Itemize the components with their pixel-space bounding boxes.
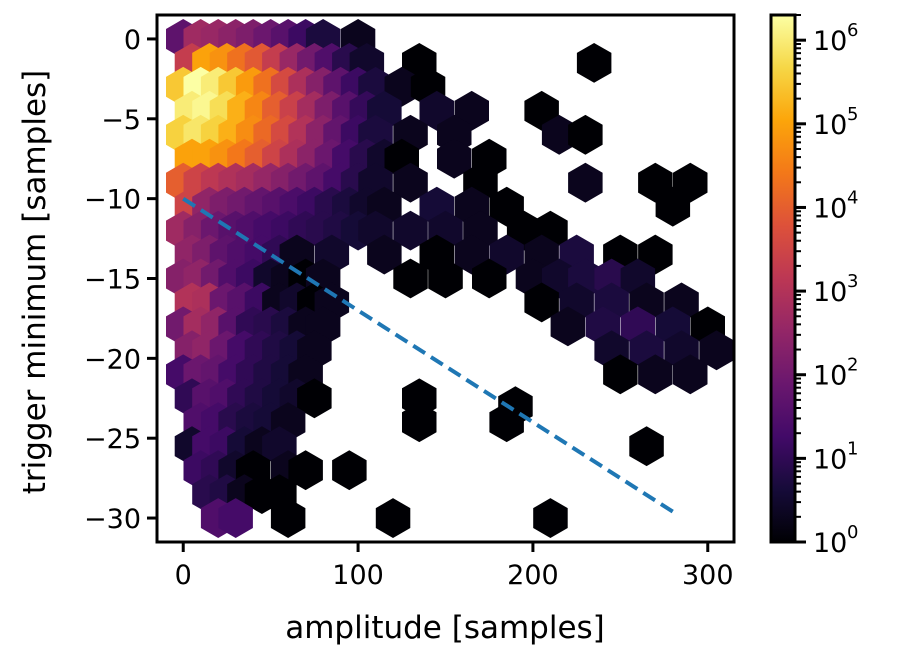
x-axis: 0 100 200 300 <box>175 542 734 591</box>
colorbar-tick-label: 10 <box>813 110 847 141</box>
hexbin-cell <box>550 306 586 347</box>
hexbin-cell <box>524 282 559 323</box>
x-axis-label: amplitude [samples] <box>285 610 605 646</box>
y-axis-label: trigger minimum [samples] <box>17 70 53 495</box>
x-tick-label: 100 <box>332 560 384 591</box>
colorbar-gradient <box>771 15 795 542</box>
hexbin-cell <box>393 258 428 299</box>
hexbin-cell <box>568 162 603 203</box>
colorbar-tick-exponent: 3 <box>847 271 858 292</box>
hexbin-cell <box>541 114 577 155</box>
y-tick-label: −5 <box>101 105 141 136</box>
colorbar-frame <box>769 13 797 544</box>
x-tick-label: 300 <box>682 560 734 591</box>
colorbar-tick-exponent: 4 <box>847 187 858 208</box>
colorbar-tick-label: 10 <box>813 361 847 392</box>
hexbin-cell <box>576 43 612 83</box>
colorbar-tick-exponent: 2 <box>847 355 858 376</box>
hexbin-cell <box>367 234 402 275</box>
y-tick-label: −25 <box>84 424 141 455</box>
y-tick-label: −30 <box>84 504 141 535</box>
hexbin-cells <box>166 19 734 538</box>
hexbin-cell <box>393 162 428 203</box>
hexbin-cell <box>638 354 673 395</box>
hexbin-cell <box>428 258 463 299</box>
hexbin-cell <box>437 138 472 179</box>
hexbin-cell <box>393 210 428 251</box>
hexbin-cell <box>332 450 367 491</box>
hexbin-cell <box>655 186 691 227</box>
colorbar-tick-label: 10 <box>813 528 847 559</box>
y-tick-label: −20 <box>84 344 141 375</box>
colorbar-tick-label: 10 <box>813 277 847 308</box>
colorbar-tick-label: 10 <box>813 193 847 224</box>
colorbar-tick-exponent: 6 <box>847 20 858 41</box>
colorbar-tick-label: 10 <box>813 26 847 57</box>
y-tick-label: −10 <box>84 185 141 216</box>
hexbin-cell <box>699 330 734 371</box>
hexbin-cell <box>297 378 332 419</box>
hexbin-cell <box>568 114 603 155</box>
dashed-trend-line <box>182 196 674 514</box>
colorbar-tick-label: 10 <box>813 444 847 475</box>
colorbar-tick-exponent: 0 <box>847 522 858 543</box>
colorbar-tick-exponent: 1 <box>847 438 858 459</box>
hexbin-cell <box>270 498 306 538</box>
hexbin-cell <box>533 498 568 538</box>
hexbin-cell <box>673 354 708 395</box>
hexbin-cell <box>218 498 253 538</box>
x-tick-label: 200 <box>507 560 559 591</box>
y-tick-label: −15 <box>84 265 141 296</box>
hexbin-cell <box>402 402 437 443</box>
hexbin-cell <box>629 426 664 467</box>
hexbin-cell <box>375 498 411 538</box>
colorbar-tick-exponent: 5 <box>847 104 858 125</box>
y-tick-label: 0 <box>124 25 141 56</box>
hexbin-cell <box>472 258 507 299</box>
x-tick-label: 0 <box>175 560 192 591</box>
y-axis: 0 −5 −10 −15 −20 −25 −30 <box>84 25 157 535</box>
hexbin-cell <box>603 354 638 395</box>
hexbin-cell <box>288 450 323 491</box>
